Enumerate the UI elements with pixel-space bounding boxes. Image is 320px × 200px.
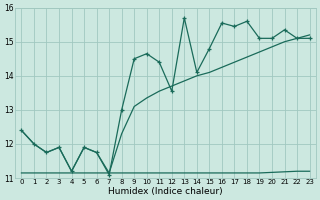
X-axis label: Humidex (Indice chaleur): Humidex (Indice chaleur) [108, 187, 223, 196]
